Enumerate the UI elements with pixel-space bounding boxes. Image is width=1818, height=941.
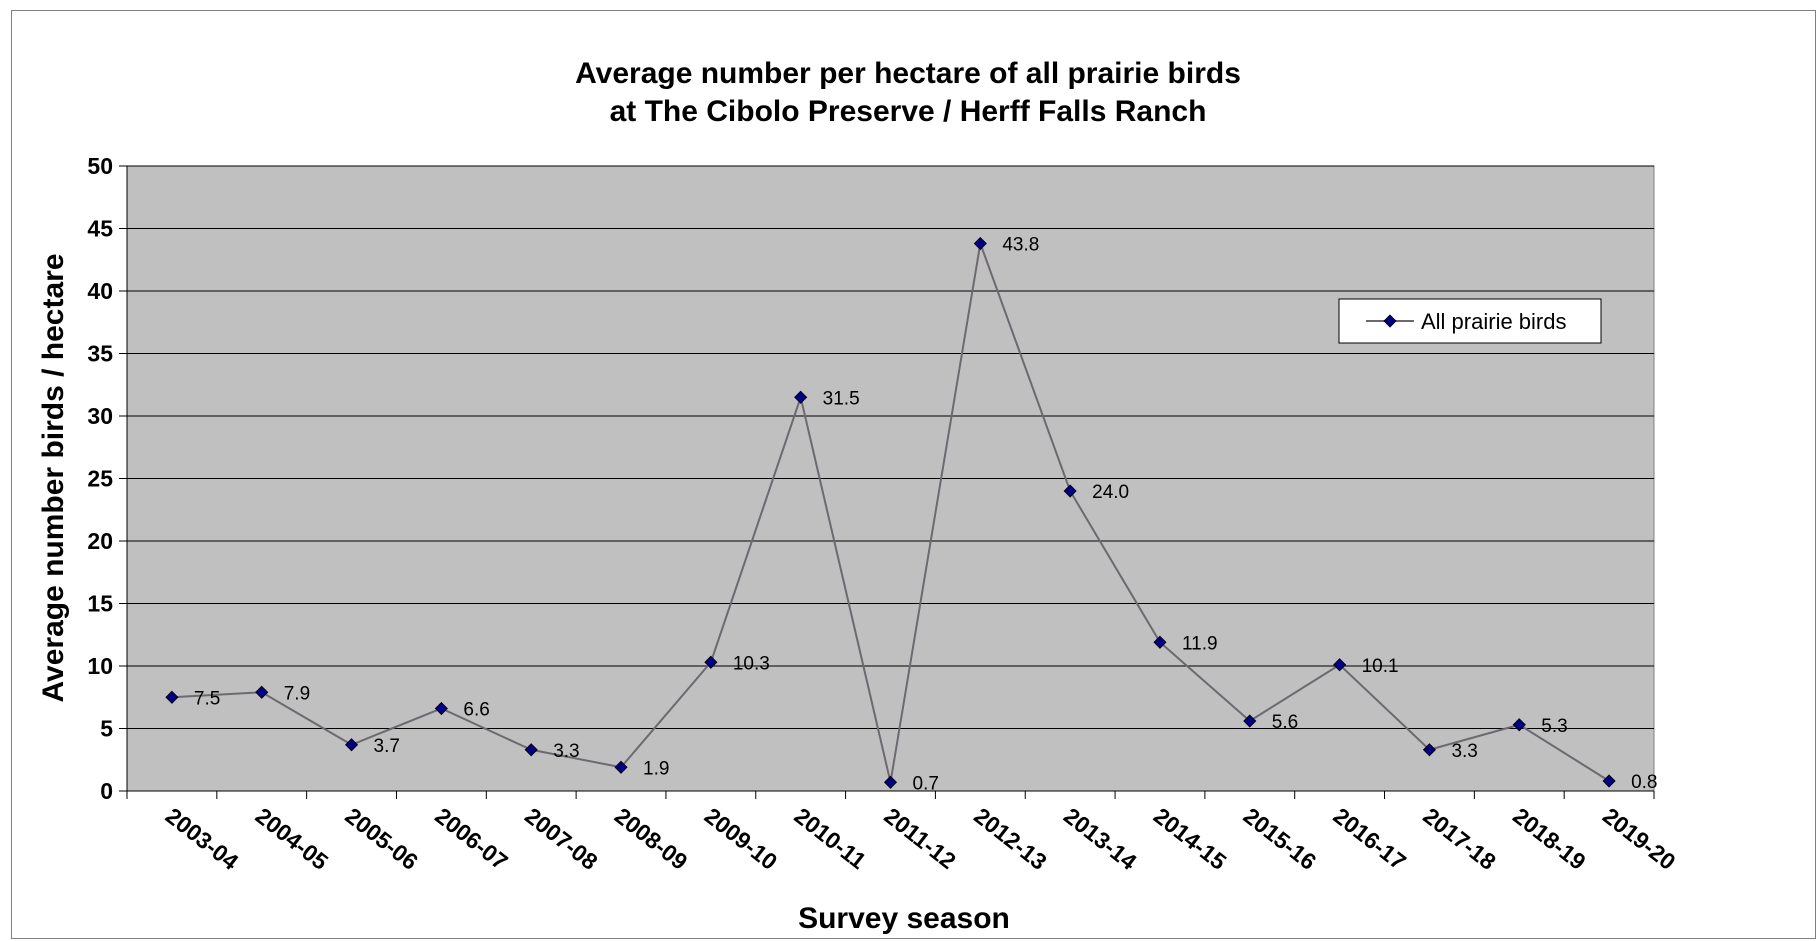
y-tick-label: 25 — [87, 466, 113, 492]
data-label: 24.0 — [1092, 482, 1129, 503]
data-labels: 7.5 7.9 3.7 6.6 3.3 1.9 10.3 31.5 0.7 43.8 24.0 11.… — [194, 235, 1658, 795]
y-axis: 0 5 10 15 20 25 30 35 40 45 50 — [87, 153, 128, 804]
data-label: 7.9 — [284, 683, 310, 704]
x-tick-label: 2011-12 — [879, 802, 961, 874]
x-tick-label: 2009-10 — [700, 802, 783, 874]
data-point — [1333, 658, 1347, 672]
data-point — [973, 236, 987, 251]
gridlines — [127, 165, 1654, 729]
x-tick-label: 2018-19 — [1508, 802, 1591, 874]
x-tick-label: 2005-06 — [340, 802, 423, 874]
x-tick-label: 2015-16 — [1239, 802, 1322, 874]
data-point — [1512, 718, 1526, 732]
data-point — [704, 655, 718, 669]
y-tick-label: 50 — [87, 153, 113, 179]
y-tick-label: 5 — [100, 716, 113, 742]
data-label: 43.8 — [1002, 235, 1039, 256]
data-point — [794, 390, 808, 404]
data-label: 0.7 — [913, 773, 939, 794]
data-label: 10.3 — [733, 653, 770, 674]
x-tick-label: 2019-20 — [1598, 802, 1681, 874]
chart-title: Average number per hectare of all prairi… — [575, 57, 1241, 90]
data-point — [434, 701, 448, 716]
data-point — [1063, 484, 1077, 498]
data-label: 5.6 — [1272, 712, 1298, 733]
data-label: 31.5 — [823, 388, 860, 409]
x-tick-label: 2007-08 — [520, 802, 603, 875]
data-label: 11.9 — [1182, 633, 1218, 654]
y-tick-label: 15 — [87, 591, 113, 617]
data-point — [524, 743, 538, 757]
y-tick-label: 40 — [87, 278, 113, 304]
data-point — [344, 738, 359, 752]
data-point — [1422, 743, 1437, 757]
data-point — [1243, 714, 1257, 728]
data-point — [1153, 635, 1167, 649]
y-tick-label: 20 — [87, 528, 113, 554]
x-tick-label: 2010-11 — [790, 802, 872, 874]
x-tick-label: 2008-09 — [610, 802, 693, 874]
x-tick-label: 2017-18 — [1418, 802, 1501, 875]
y-tick-label: 30 — [87, 403, 113, 429]
y-axis-title: Average number birds / hectare — [37, 253, 70, 702]
y-tick-label: 35 — [87, 341, 113, 367]
data-point — [165, 690, 179, 704]
data-label: 10.1 — [1362, 656, 1399, 677]
data-label: 3.3 — [553, 741, 579, 762]
legend: All prairie birds — [1338, 298, 1602, 344]
data-label: 0.8 — [1631, 772, 1657, 793]
data-label: 5.3 — [1541, 716, 1567, 737]
x-axis: 2003-04 2004-05 2005-06 2006-07 2007-08 2008-… — [126, 790, 1681, 875]
data-point — [1602, 774, 1616, 788]
x-axis-title: Survey season — [798, 902, 1010, 935]
data-point — [614, 760, 628, 774]
x-tick-label: 2006-07 — [430, 802, 513, 874]
x-tick-label: 2016-17 — [1329, 802, 1412, 874]
data-label: 7.5 — [194, 688, 220, 709]
x-tick-label: 2012-13 — [969, 802, 1052, 874]
data-label: 1.9 — [643, 758, 669, 779]
y-tick-label: 0 — [100, 778, 113, 804]
x-tick-label: 2004-05 — [251, 802, 334, 875]
y-tick-label: 45 — [87, 216, 113, 242]
legend-marker-icon — [1383, 314, 1397, 328]
x-tick-label: 2014-15 — [1149, 802, 1232, 875]
data-label: 3.7 — [374, 736, 400, 757]
data-point — [883, 775, 898, 789]
x-tick-label: 2013-14 — [1059, 802, 1142, 875]
chart-subtitle: at The Cibolo Preserve / Herff Falls Ran… — [610, 95, 1207, 128]
legend-label: All prairie birds — [1421, 309, 1567, 334]
data-point — [255, 685, 269, 699]
data-label: 3.3 — [1451, 741, 1477, 762]
y-tick-label: 10 — [87, 653, 113, 679]
series-all-prairie-birds — [165, 236, 1616, 789]
data-label: 6.6 — [463, 700, 489, 721]
x-tick-label: 2003-04 — [161, 802, 244, 875]
